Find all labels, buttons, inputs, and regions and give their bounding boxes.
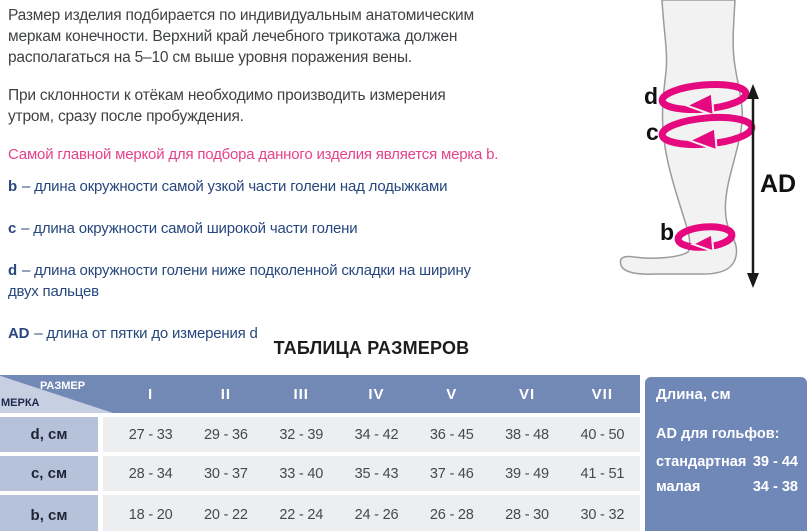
measure-label-c: c (8, 220, 17, 237)
length-panel: Длина, см AD для гольфов: стандартная 39… (645, 377, 807, 531)
measure-item-b: b – длина окружности самой узкой части го… (8, 176, 598, 197)
cell-d-7: 40 - 50 (580, 426, 625, 443)
cell-b-4: 24 - 26 (354, 507, 399, 523)
cell-c-4: 35 - 43 (354, 465, 399, 482)
cell-b-1: 18 - 20 (128, 507, 173, 523)
size-table-title: ТАБЛИЦА РАЗМЕРОВ (273, 338, 470, 358)
column-header-6: VI (518, 385, 536, 403)
length-panel-subtitle: AD для гольфов: (656, 426, 780, 442)
cell-c-2: 30 - 37 (204, 465, 248, 482)
corner-label-size: РАЗМЕР (40, 380, 86, 392)
measure-text-ad: – длина от пятки до измерения d (34, 325, 258, 342)
highlight-main-measure: Самой главной меркой для подбора данного… (8, 146, 499, 163)
measure-text-d: – длина окружности голени ниже подколенн… (8, 262, 471, 300)
length-standard-value: 39 - 44 (752, 454, 798, 470)
measure-item-c: c – длина окружности самой широкой части … (8, 218, 598, 239)
length-row-standard: стандартная 39 - 44 (656, 453, 798, 471)
leg-diagram-icon: d c b AD (619, 0, 796, 288)
column-header-3: III (293, 385, 309, 403)
cell-b-5: 26 - 28 (429, 507, 474, 523)
leg-measurement-diagram: d c b AD (608, 0, 812, 300)
row-label-d: d, см (0, 417, 98, 452)
length-small-value: 34 - 38 (752, 479, 798, 495)
length-standard-label: стандартная (656, 454, 747, 470)
cell-d-1: 27 - 33 (128, 426, 173, 443)
cell-d-2: 29 - 36 (204, 426, 248, 443)
ring-b (674, 223, 736, 253)
size-table: РАЗМЕР МЕРКА I II III IV V VI VII d, см … (0, 375, 640, 531)
diagram-label-ad: AD (760, 170, 796, 198)
length-row-small: малая 34 - 38 (656, 478, 798, 496)
column-header-7: VII (591, 385, 613, 403)
measure-item-ad: AD – длина от пятки до измерения d (8, 323, 598, 344)
cell-b-7: 30 - 32 (580, 507, 625, 523)
intro-text-block: Размер изделия подбирается по индивидуал… (8, 5, 598, 365)
paragraph-size-selection: Размер изделия подбирается по индивидуал… (8, 7, 474, 66)
row-label-b: b, см (0, 495, 98, 531)
length-panel-title: Длина, см (656, 386, 731, 403)
size-table-header: РАЗМЕР МЕРКА I II III IV V VI VII (0, 375, 640, 413)
table-row-d: d, см 27 - 33 29 - 36 32 - 39 34 - 42 36… (0, 417, 640, 452)
cell-b-3: 22 - 24 (279, 507, 324, 523)
table-corner-cell: РАЗМЕР МЕРКА (0, 375, 113, 413)
cell-d-3: 32 - 39 (279, 426, 324, 443)
measure-text-b: – длина окружности самой узкой части гол… (21, 178, 448, 195)
cell-c-3: 33 - 40 (279, 465, 324, 482)
row-label-c: c, см (0, 456, 98, 491)
cell-d-5: 36 - 45 (429, 426, 474, 443)
cell-c-5: 37 - 46 (429, 465, 474, 482)
cell-c-6: 39 - 49 (505, 465, 549, 482)
diagram-label-d: d (644, 83, 658, 109)
ad-arrow (747, 84, 759, 288)
measure-item-d: d – длина окружности голени ниже подколен… (8, 260, 598, 302)
paragraph-morning-measure: При склонности к отёкам необходимо произ… (8, 87, 446, 125)
measure-label-d: d (8, 262, 17, 279)
cell-d-6: 38 - 48 (505, 426, 549, 443)
table-row-b: b, см 18 - 20 20 - 22 22 - 24 24 - 26 26… (0, 495, 640, 531)
column-header-2: II (220, 385, 232, 403)
row-data-b: 18 - 20 20 - 22 22 - 24 24 - 26 26 - 28 … (103, 495, 640, 531)
column-header-1: I (148, 385, 154, 403)
cell-c-1: 28 - 34 (128, 465, 173, 482)
table-row-c: c, см 28 - 34 30 - 37 33 - 40 35 - 43 37… (0, 456, 640, 491)
column-header-4: IV (368, 385, 385, 403)
ring-d (658, 80, 750, 117)
size-column-headers: I II III IV V VI VII (103, 375, 640, 413)
column-header-5: V (446, 385, 458, 403)
diagram-label-b: b (660, 219, 674, 245)
row-data-c: 28 - 34 30 - 37 33 - 40 35 - 43 37 - 46 … (103, 456, 640, 491)
length-small-label: малая (656, 479, 701, 495)
diagram-label-c: c (646, 119, 659, 145)
measure-text-c: – длина окружности самой широкой части г… (21, 220, 358, 237)
cell-b-2: 20 - 22 (204, 507, 248, 523)
cell-c-7: 41 - 51 (580, 465, 625, 482)
corner-label-measure: МЕРКА (1, 397, 40, 409)
measure-label-b: b (8, 178, 17, 195)
measure-label-ad: AD (8, 325, 30, 342)
row-data-d: 27 - 33 29 - 36 32 - 39 34 - 42 36 - 45 … (103, 417, 640, 452)
cell-d-4: 34 - 42 (354, 426, 399, 443)
cell-b-6: 28 - 30 (505, 507, 549, 523)
